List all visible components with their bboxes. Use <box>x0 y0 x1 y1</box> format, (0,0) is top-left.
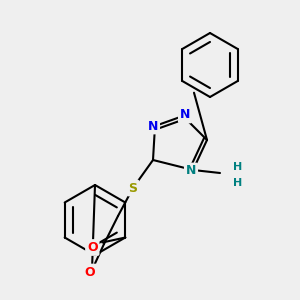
Text: N: N <box>148 119 158 133</box>
Text: N: N <box>186 164 196 178</box>
Text: O: O <box>87 241 98 254</box>
Text: S: S <box>128 182 137 194</box>
Text: H: H <box>233 162 243 172</box>
Text: H: H <box>233 178 243 188</box>
Text: N: N <box>180 109 190 122</box>
Text: O: O <box>85 266 95 278</box>
